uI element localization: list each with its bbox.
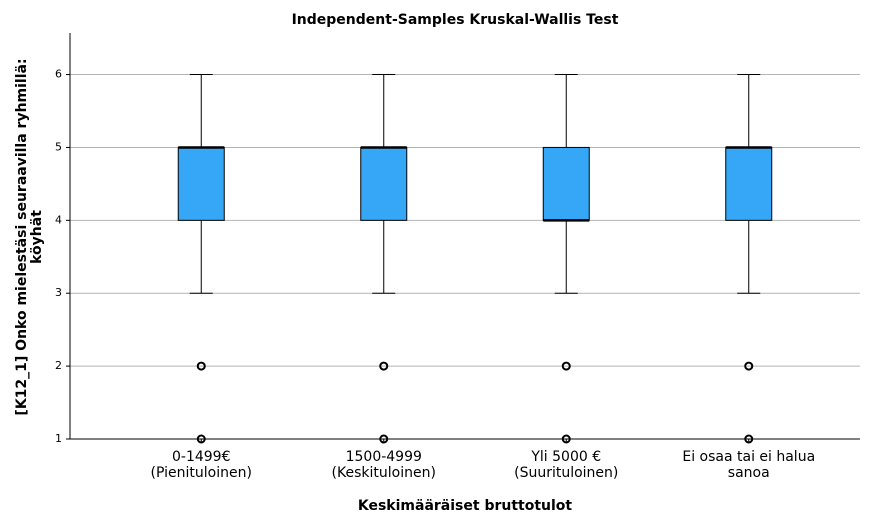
outlier	[744, 361, 754, 371]
x-tick-label-line: (Suurituloinen)	[514, 465, 618, 481]
outlier	[744, 434, 754, 444]
y-tick-label: 2	[55, 359, 62, 372]
x-tick-label-line: 0-1499€	[172, 449, 231, 465]
x-tick-label: 1500-4999 (Keskituloinen)	[332, 449, 436, 481]
x-tick-label: 0-1499€ (Pienituloinen)	[151, 449, 252, 481]
outlier	[561, 361, 571, 371]
x-axis-label: Keskimääräiset bruttotulot	[358, 498, 573, 514]
y-tick-label: 4	[55, 213, 62, 226]
outlier	[379, 434, 389, 444]
y-axis-label-line: köyhät	[29, 210, 45, 264]
x-tick-label-line: sanoa	[728, 465, 770, 481]
y-tick-label: 3	[55, 286, 62, 299]
box	[542, 146, 590, 221]
x-tick-label: Yli 5000 € (Suurituloinen)	[514, 449, 618, 481]
x-tick-label-line: 1500-4999	[346, 449, 422, 465]
chart-title: Independent-Samples Kruskal-Wallis Test	[292, 12, 619, 28]
box	[725, 146, 773, 221]
y-tick-label: 6	[55, 68, 62, 81]
outlier	[196, 434, 206, 444]
y-tick-label: 1	[55, 432, 62, 445]
box	[360, 146, 408, 221]
x-tick-label-line: Ei osaa tai ei halua	[682, 449, 815, 465]
x-tick-label-line: (Keskituloinen)	[332, 465, 436, 481]
outlier	[379, 361, 389, 371]
x-tick-label-line: (Pienituloinen)	[151, 465, 252, 481]
x-tick-label-line: Yli 5000 €	[530, 449, 601, 465]
y-axis-label: [K12_1] Onko mielestäsi seuraavilla ryhm…	[14, 58, 45, 415]
outlier	[561, 434, 571, 444]
y-tick-label: 5	[55, 140, 62, 153]
box	[177, 146, 225, 221]
outlier	[196, 361, 206, 371]
x-tick-label: Ei osaa tai ei halua sanoa	[682, 449, 815, 481]
y-axis-label-line: [K12_1] Onko mielestäsi seuraavilla ryhm…	[14, 58, 30, 415]
